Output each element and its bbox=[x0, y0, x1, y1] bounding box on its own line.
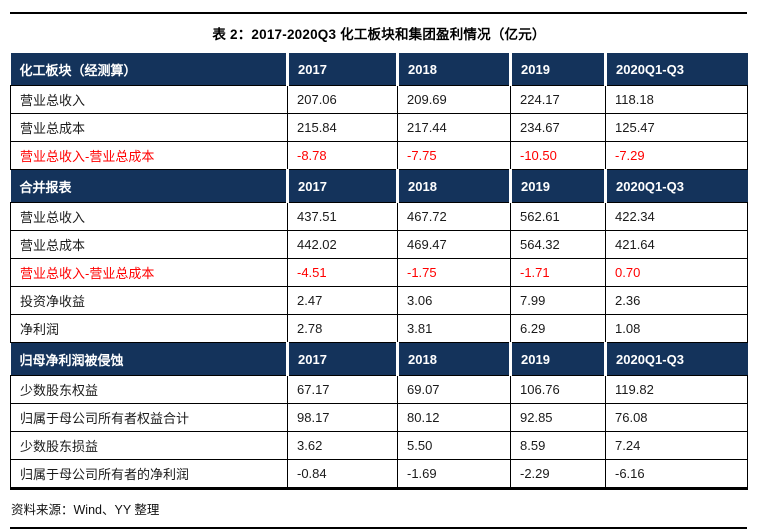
year-column-header: 2017 bbox=[286, 53, 398, 86]
value-cell: 0.70 bbox=[605, 258, 748, 287]
row-label-cell: 营业总收入 bbox=[10, 85, 288, 114]
year-column-header: 2020Q1-Q3 bbox=[604, 53, 748, 86]
year-column-header: 2018 bbox=[396, 342, 511, 376]
year-column-header: 2020Q1-Q3 bbox=[604, 342, 748, 376]
row-label-cell: 少数股东损益 bbox=[10, 431, 288, 460]
year-column-header: 2019 bbox=[509, 342, 606, 376]
value-cell: 207.06 bbox=[287, 85, 398, 114]
value-cell: 1.08 bbox=[605, 314, 748, 343]
table-row-negative: 营业总收入-营业总成本 -8.78 -7.75 -10.50 -7.29 bbox=[10, 141, 748, 170]
value-cell: 6.29 bbox=[510, 314, 606, 343]
year-column-header: 2018 bbox=[396, 53, 511, 86]
value-cell: -1.71 bbox=[510, 258, 606, 287]
table-row: 营业总成本 215.84 217.44 234.67 125.47 bbox=[10, 113, 748, 142]
value-cell: 467.72 bbox=[397, 202, 511, 231]
value-cell: 118.18 bbox=[605, 85, 748, 114]
value-cell: 469.47 bbox=[397, 230, 511, 259]
section-title-cell: 合并报表 bbox=[10, 169, 288, 203]
table-title: 表 2：2017-2020Q3 化工板块和集团盈利情况（亿元） bbox=[212, 27, 546, 42]
table-row: 营业总收入 437.51 467.72 562.61 422.34 bbox=[10, 202, 748, 231]
value-cell: 2.78 bbox=[287, 314, 398, 343]
year-column-header: 2017 bbox=[286, 169, 398, 203]
value-cell: 7.99 bbox=[510, 286, 606, 315]
value-cell: 69.07 bbox=[397, 375, 511, 404]
value-cell: 67.17 bbox=[287, 375, 398, 404]
value-cell: 217.44 bbox=[397, 113, 511, 142]
row-label-cell: 营业总成本 bbox=[10, 113, 288, 142]
value-cell: 421.64 bbox=[605, 230, 748, 259]
table-row: 营业总成本 442.02 469.47 564.32 421.64 bbox=[10, 230, 748, 259]
value-cell: 422.34 bbox=[605, 202, 748, 231]
row-label-cell: 净利润 bbox=[10, 314, 288, 343]
value-cell: 80.12 bbox=[397, 403, 511, 432]
value-cell: -6.16 bbox=[605, 459, 748, 489]
row-label-cell: 营业总成本 bbox=[10, 230, 288, 259]
value-cell: 442.02 bbox=[287, 230, 398, 259]
table-row: 营业总收入 207.06 209.69 224.17 118.18 bbox=[10, 85, 748, 114]
value-cell: -1.75 bbox=[397, 258, 511, 287]
value-cell: -2.29 bbox=[510, 459, 606, 489]
financial-table: 化工板块（经测算） 2017 2018 2019 2020Q1-Q3 营业总收入… bbox=[10, 53, 748, 490]
value-cell: 215.84 bbox=[287, 113, 398, 142]
value-cell: 92.85 bbox=[510, 403, 606, 432]
top-divider bbox=[10, 12, 747, 14]
row-label-cell: 营业总收入-营业总成本 bbox=[10, 258, 288, 287]
value-cell: 106.76 bbox=[510, 375, 606, 404]
value-cell: 209.69 bbox=[397, 85, 511, 114]
value-cell: 98.17 bbox=[287, 403, 398, 432]
value-cell: -0.84 bbox=[287, 459, 398, 489]
table-row: 归属于母公司所有者的净利润 -0.84 -1.69 -2.29 -6.16 bbox=[10, 459, 748, 489]
value-cell: 3.62 bbox=[287, 431, 398, 460]
value-cell: 437.51 bbox=[287, 202, 398, 231]
value-cell: 2.47 bbox=[287, 286, 398, 315]
value-cell: 234.67 bbox=[510, 113, 606, 142]
value-cell: -8.78 bbox=[287, 141, 398, 170]
table-row: 净利润 2.78 3.81 6.29 1.08 bbox=[10, 314, 748, 343]
value-cell: 8.59 bbox=[510, 431, 606, 460]
value-cell: 562.61 bbox=[510, 202, 606, 231]
year-column-header: 2019 bbox=[509, 53, 606, 86]
value-cell: 224.17 bbox=[510, 85, 606, 114]
value-cell: -10.50 bbox=[510, 141, 606, 170]
year-column-header: 2020Q1-Q3 bbox=[604, 169, 748, 203]
section-header-row: 化工板块（经测算） 2017 2018 2019 2020Q1-Q3 bbox=[10, 53, 748, 86]
section-title-cell: 化工板块（经测算） bbox=[10, 53, 288, 86]
table-row: 归属于母公司所有者权益合计 98.17 80.12 92.85 76.08 bbox=[10, 403, 748, 432]
row-label-cell: 营业总收入 bbox=[10, 202, 288, 231]
value-cell: -7.75 bbox=[397, 141, 511, 170]
value-cell: 125.47 bbox=[605, 113, 748, 142]
section-header-row: 归母净利润被侵蚀 2017 2018 2019 2020Q1-Q3 bbox=[10, 342, 748, 376]
value-cell: 7.24 bbox=[605, 431, 748, 460]
table-row: 投资净收益 2.47 3.06 7.99 2.36 bbox=[10, 286, 748, 315]
value-cell: 3.81 bbox=[397, 314, 511, 343]
value-cell: 76.08 bbox=[605, 403, 748, 432]
value-cell: -1.69 bbox=[397, 459, 511, 489]
table-row: 少数股东权益 67.17 69.07 106.76 119.82 bbox=[10, 375, 748, 404]
value-cell: 3.06 bbox=[397, 286, 511, 315]
year-column-header: 2018 bbox=[396, 169, 511, 203]
year-column-header: 2019 bbox=[509, 169, 606, 203]
report-figure: 表 2：2017-2020Q3 化工板块和集团盈利情况（亿元） 化工板块（经测算… bbox=[0, 12, 758, 529]
row-label-cell: 少数股东权益 bbox=[10, 375, 288, 404]
row-label-cell: 归属于母公司所有者权益合计 bbox=[10, 403, 288, 432]
value-cell: 5.50 bbox=[397, 431, 511, 460]
value-cell: 2.36 bbox=[605, 286, 748, 315]
year-column-header: 2017 bbox=[286, 342, 398, 376]
row-label-cell: 归属于母公司所有者的净利润 bbox=[10, 459, 288, 489]
value-cell: 564.32 bbox=[510, 230, 606, 259]
table-row-negative: 营业总收入-营业总成本 -4.51 -1.75 -1.71 0.70 bbox=[10, 258, 748, 287]
table-row: 少数股东损益 3.62 5.50 8.59 7.24 bbox=[10, 431, 748, 460]
value-cell: -7.29 bbox=[605, 141, 748, 170]
value-cell: 119.82 bbox=[605, 375, 748, 404]
section-title-cell: 归母净利润被侵蚀 bbox=[10, 342, 288, 376]
value-cell: -4.51 bbox=[287, 258, 398, 287]
row-label-cell: 营业总收入-营业总成本 bbox=[10, 141, 288, 170]
section-header-row: 合并报表 2017 2018 2019 2020Q1-Q3 bbox=[10, 169, 748, 203]
row-label-cell: 投资净收益 bbox=[10, 286, 288, 315]
